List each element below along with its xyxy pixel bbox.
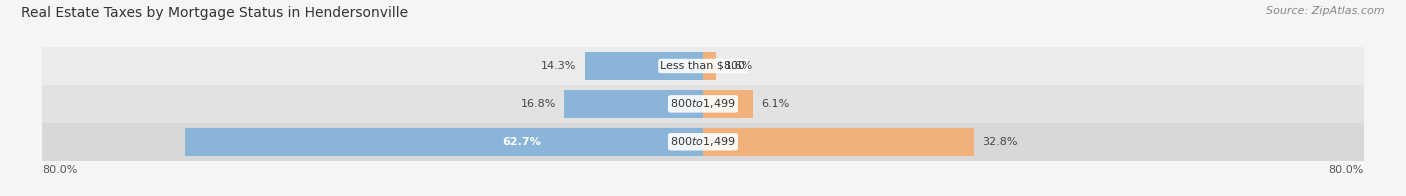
Text: 80.0%: 80.0% [42, 165, 77, 175]
Bar [703, 128, 974, 156]
Bar [564, 90, 703, 118]
Bar [585, 52, 703, 80]
Bar [703, 52, 716, 80]
Text: $800 to $1,499: $800 to $1,499 [671, 135, 735, 148]
Bar [25, 85, 1381, 123]
Text: 14.3%: 14.3% [541, 61, 576, 71]
Text: 62.7%: 62.7% [502, 137, 541, 147]
Bar [703, 90, 754, 118]
Text: Source: ZipAtlas.com: Source: ZipAtlas.com [1267, 6, 1385, 16]
Text: 80.0%: 80.0% [1329, 165, 1364, 175]
Bar [25, 47, 1381, 85]
Bar [186, 128, 703, 156]
Text: Less than $800: Less than $800 [661, 61, 745, 71]
Text: 16.8%: 16.8% [520, 99, 555, 109]
Text: 1.6%: 1.6% [724, 61, 752, 71]
Text: 6.1%: 6.1% [762, 99, 790, 109]
Text: Real Estate Taxes by Mortgage Status in Hendersonville: Real Estate Taxes by Mortgage Status in … [21, 6, 408, 20]
Text: $800 to $1,499: $800 to $1,499 [671, 97, 735, 110]
Bar [25, 123, 1381, 161]
Text: 32.8%: 32.8% [983, 137, 1018, 147]
